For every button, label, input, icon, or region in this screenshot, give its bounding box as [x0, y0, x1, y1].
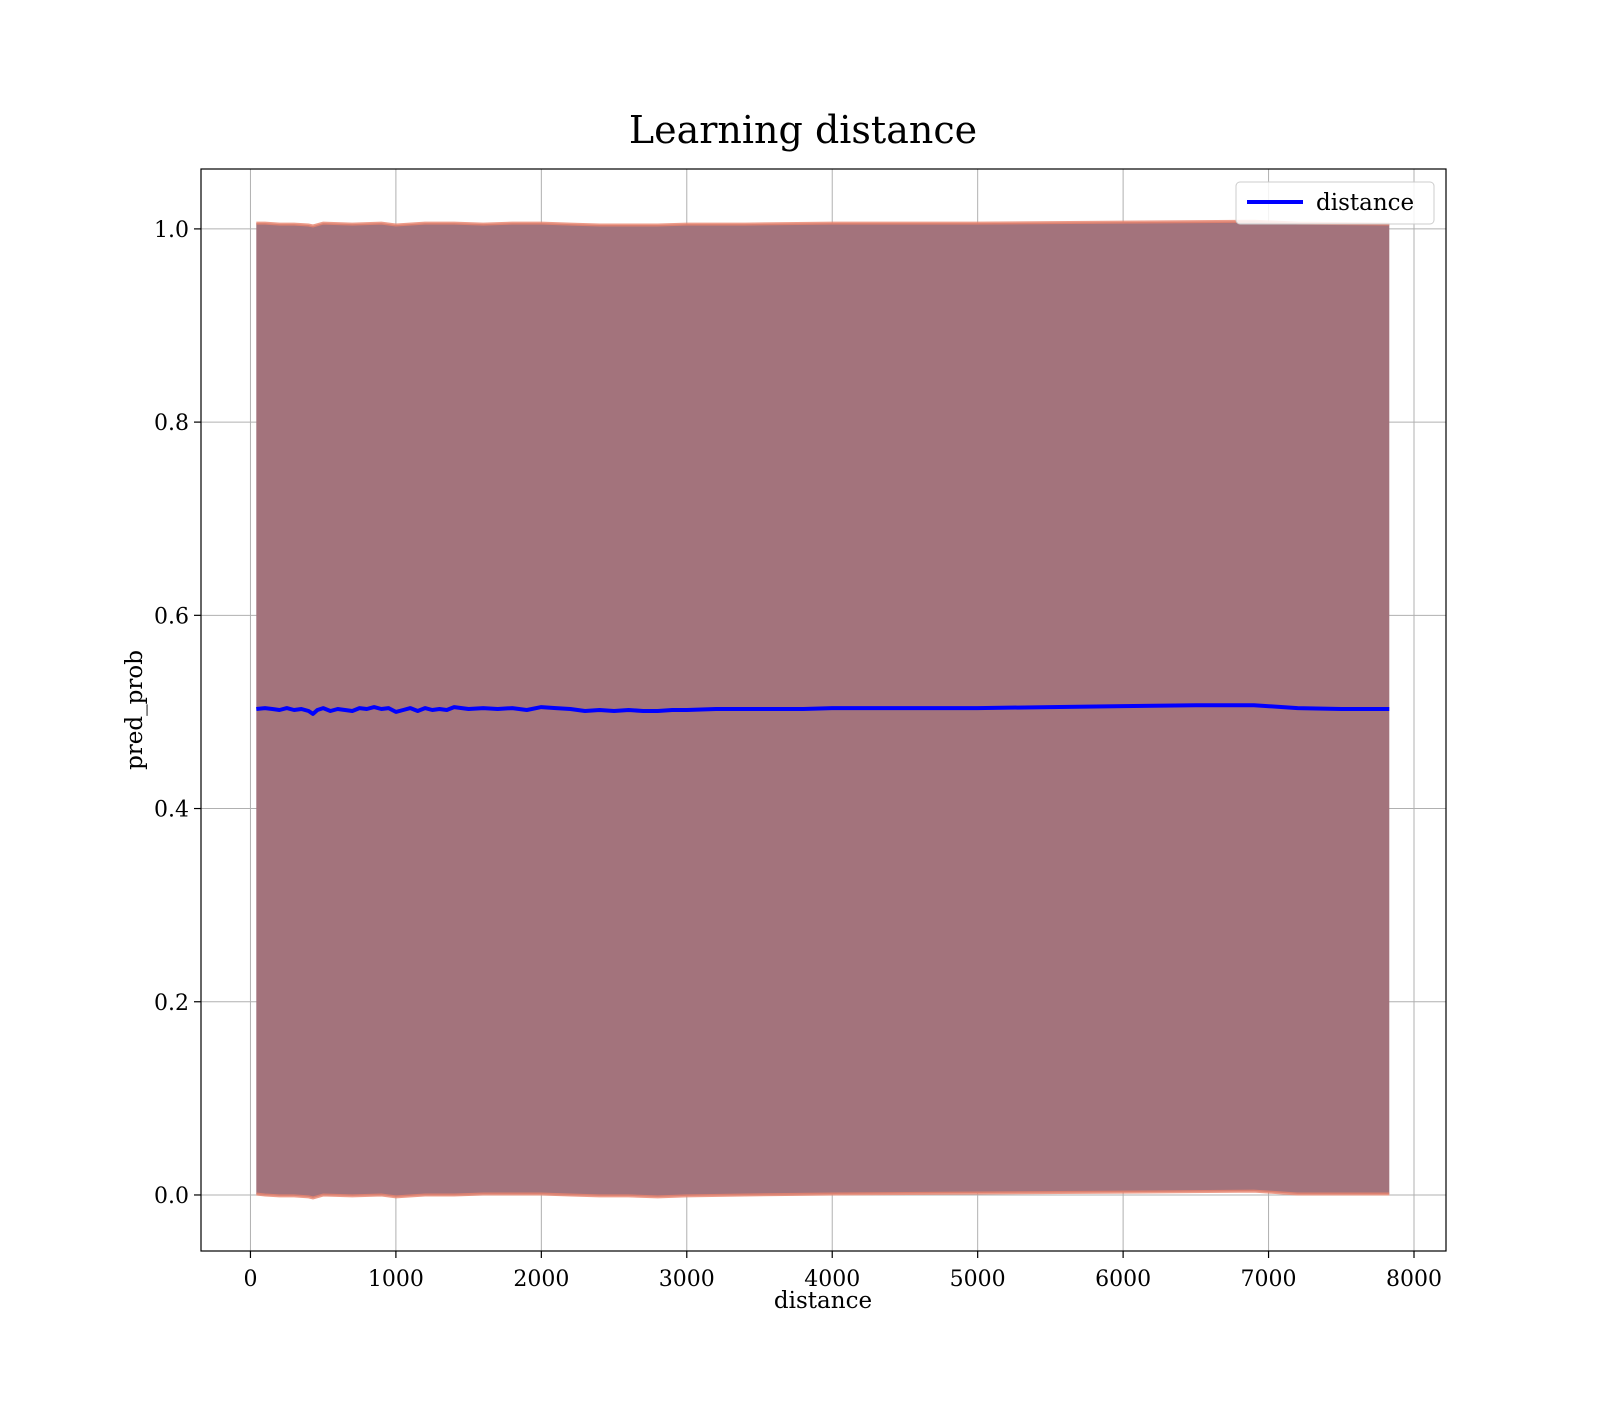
series-line-distance: [256, 703, 1390, 716]
y-tick-label-4: 0.8: [154, 411, 189, 436]
x-tick-label-5: 5000: [950, 1267, 1006, 1292]
x-tick-label-7: 7000: [1241, 1267, 1297, 1292]
x-tick-label-1: 1000: [368, 1267, 424, 1292]
band-lower-edge: [256, 1189, 1390, 1200]
legend-label-distance: distance: [1316, 190, 1414, 216]
y-axis-label: pred_prob: [122, 650, 148, 770]
x-tick-label-4: 4000: [804, 1267, 860, 1292]
x-axis-label: distance: [774, 1288, 872, 1314]
y-tick-label-2: 0.4: [154, 798, 189, 823]
x-tick-label-3: 3000: [659, 1267, 715, 1292]
y-axis-ticks: 0.0 0.2 0.4 0.6 0.8 1.0: [154, 218, 201, 1209]
legend: distance: [1235, 181, 1435, 225]
x-tick-label-0: 0: [243, 1267, 257, 1292]
x-tick-label-2: 2000: [513, 1267, 569, 1292]
chart-title: Learning distance: [629, 108, 977, 152]
legend-box: [1235, 181, 1435, 225]
y-tick-label-3: 0.6: [154, 604, 189, 629]
x-tick-label-6: 6000: [1095, 1267, 1151, 1292]
y-tick-label-1: 0.2: [154, 991, 189, 1016]
band-upper-edge: [256, 219, 1390, 228]
x-axis-ticks: 0 1000 2000 3000 4000 5000 6000 7000 8000: [243, 1251, 1442, 1292]
plot-frame: [200, 168, 1447, 1252]
x-tick-label-8: 8000: [1386, 1267, 1442, 1292]
series-line-layer: [256, 703, 1390, 716]
y-tick-label-0: 0.0: [154, 1184, 189, 1209]
y-tick-label-5: 1.0: [154, 218, 189, 243]
